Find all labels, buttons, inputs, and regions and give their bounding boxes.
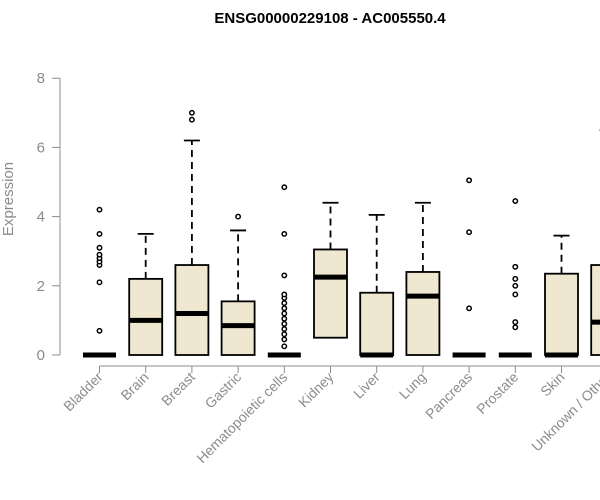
chart-title: ENSG00000229108 - AC005550.4 bbox=[214, 10, 446, 27]
box-unknown-other bbox=[590, 129, 600, 356]
box-lung bbox=[405, 201, 441, 356]
x-tick-label: Skin bbox=[537, 369, 568, 400]
box-brain bbox=[128, 232, 164, 356]
outlier-point bbox=[188, 109, 195, 116]
outlier-point bbox=[281, 184, 288, 191]
outlier-point bbox=[512, 319, 519, 326]
outlier-point bbox=[281, 230, 288, 237]
y-tick-label: 6 bbox=[37, 139, 45, 156]
box-hematopoietic-cells bbox=[267, 184, 301, 358]
y-tick-label: 2 bbox=[37, 278, 45, 295]
outlier-point bbox=[281, 272, 288, 279]
box-iqr bbox=[590, 264, 600, 356]
outlier-point bbox=[512, 275, 519, 282]
outlier-point bbox=[281, 343, 288, 350]
box-iqr bbox=[359, 291, 395, 356]
outlier-point bbox=[281, 336, 288, 343]
box-skin bbox=[544, 234, 579, 358]
y-tick-label: 8 bbox=[37, 70, 45, 87]
outlier-point bbox=[281, 326, 288, 332]
outlier-point bbox=[512, 282, 519, 289]
x-tick-label: Pancreas bbox=[422, 369, 475, 422]
x-tick-label: Gastric bbox=[202, 369, 245, 412]
outlier-point bbox=[96, 279, 103, 286]
box-iqr bbox=[313, 248, 348, 339]
outlier-point bbox=[96, 244, 103, 251]
outlier-point bbox=[512, 291, 519, 298]
outlier-point bbox=[466, 305, 473, 312]
box-bladder bbox=[83, 206, 116, 358]
y-tick-label: 0 bbox=[37, 347, 45, 364]
x-tick-label: Bladder bbox=[60, 369, 106, 415]
box-iqr bbox=[128, 277, 164, 356]
outlier-point bbox=[96, 206, 103, 213]
outlier-point bbox=[281, 331, 288, 338]
box-iqr bbox=[220, 300, 256, 356]
outlier-point bbox=[281, 320, 288, 327]
x-tick-label: Prostate bbox=[473, 369, 521, 417]
box-gastric bbox=[220, 213, 256, 356]
outlier-point bbox=[235, 213, 242, 220]
outlier-point bbox=[281, 291, 288, 298]
outlier-point bbox=[281, 310, 288, 317]
outlier-point bbox=[512, 263, 519, 270]
box-prostate bbox=[498, 198, 532, 358]
outlier-point bbox=[512, 324, 519, 331]
x-tick-label: Kidney bbox=[295, 369, 337, 411]
x-tick-label: Liver bbox=[350, 369, 383, 402]
y-tick-label: 4 bbox=[37, 209, 45, 226]
outlier-point bbox=[96, 230, 103, 237]
outlier-point bbox=[281, 305, 288, 312]
plot-area bbox=[83, 109, 600, 358]
outlier-point bbox=[188, 116, 195, 123]
outlier-point bbox=[466, 229, 473, 236]
box-pancreas bbox=[452, 177, 486, 358]
y-axis-label: Expression bbox=[0, 162, 17, 236]
outlier-point bbox=[466, 177, 473, 184]
x-tick-label: Brain bbox=[117, 369, 151, 403]
x-tick-label: Breast bbox=[158, 369, 198, 409]
outlier-point bbox=[96, 251, 103, 258]
box-iqr bbox=[544, 272, 579, 356]
box-liver bbox=[359, 213, 395, 358]
x-tick-label: Lung bbox=[396, 369, 429, 402]
box-breast bbox=[174, 109, 210, 356]
outlier-point bbox=[281, 315, 288, 322]
x-tick-label: Hematopoietic cells bbox=[193, 369, 290, 466]
outlier-point bbox=[96, 327, 103, 334]
outlier-point bbox=[512, 198, 519, 204]
y-axis: 0 2 4 6 8 bbox=[37, 70, 61, 364]
box-iqr bbox=[405, 271, 441, 356]
box-iqr bbox=[174, 264, 210, 356]
outlier-point bbox=[281, 300, 288, 307]
box-kidney bbox=[313, 201, 348, 339]
